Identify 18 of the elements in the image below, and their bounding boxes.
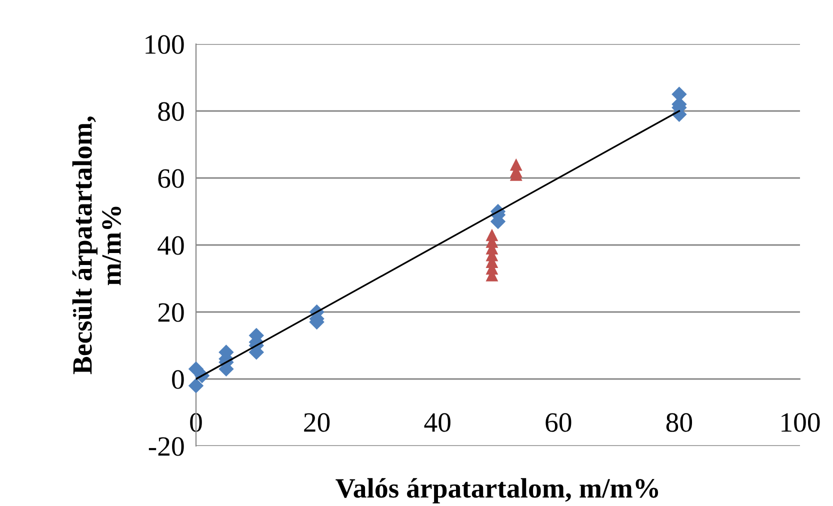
x-tick-label: 20 xyxy=(304,413,330,432)
x-tick-label: 0 xyxy=(190,413,202,432)
x-tick-label: 60 xyxy=(546,413,572,432)
point xyxy=(188,378,204,394)
point xyxy=(510,158,522,171)
y-tick-label: 80 xyxy=(158,102,184,121)
y-tick-label: 40 xyxy=(158,236,184,255)
x-axis-title: Valós árpatartalom, m/m% xyxy=(336,478,658,504)
y-tick-label: 20 xyxy=(158,303,184,322)
y-tick-label: 100 xyxy=(146,35,184,54)
point xyxy=(486,228,498,242)
y-tick-label: -20 xyxy=(148,437,184,456)
y-tick-label: 0 xyxy=(172,370,184,389)
y-tick-label: 60 xyxy=(158,169,184,188)
y-axis-title: Becsült árpatartalom, m/m% xyxy=(72,116,122,374)
x-tick-label: 80 xyxy=(666,413,692,432)
x-tick-label: 100 xyxy=(782,413,820,432)
x-tick-label: 40 xyxy=(424,413,450,432)
